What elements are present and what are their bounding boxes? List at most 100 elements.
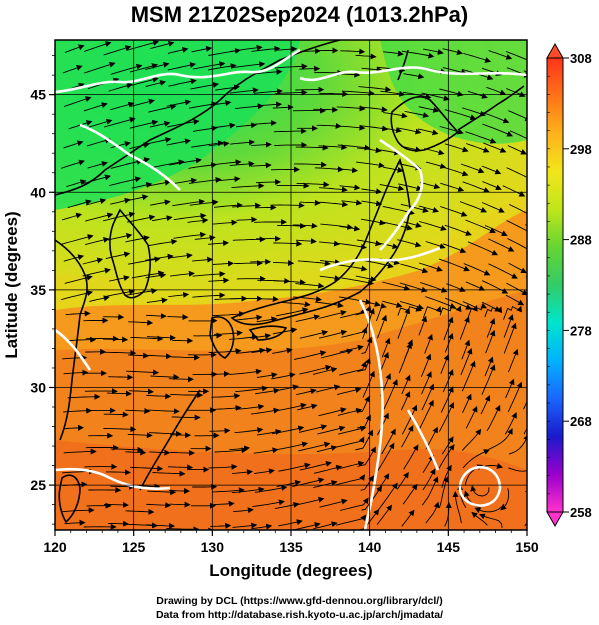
streamline-arrow [292, 522, 321, 530]
streamline-arrow [381, 428, 396, 455]
streamline-arrow [404, 110, 430, 118]
streamline-arrow [63, 369, 89, 376]
streamline-arrow [526, 313, 527, 315]
streamline-arrow [526, 265, 527, 266]
streamline-arrow [252, 499, 285, 508]
streamline-arrow [209, 427, 231, 434]
kuril-coastline [457, 85, 525, 131]
streamline-arrow [315, 301, 344, 309]
streamline-arrow [274, 141, 308, 148]
streamline-arrow [439, 305, 462, 316]
streamline-arrow [85, 198, 107, 206]
streamline-arrow [82, 267, 111, 277]
streamline-arrow [146, 297, 168, 304]
streamline-arrow [296, 388, 317, 396]
streamline-arrow [103, 45, 132, 56]
streamline-arrow [272, 279, 306, 286]
y-tick-label: 45 [30, 87, 46, 103]
streamline-arrow [338, 242, 367, 250]
streamline-arrow [229, 334, 258, 341]
streamline-arrow [488, 263, 518, 279]
streamline-arrow [229, 368, 262, 375]
streamline-arrow [145, 253, 174, 261]
streamline-arrow [488, 50, 513, 60]
streamline-arrow [503, 314, 514, 338]
streamline-arrow [505, 51, 527, 61]
streamline-arrow [294, 161, 327, 168]
colorbar-tick-label: 258 [570, 505, 592, 520]
streamline-arrow [148, 104, 177, 113]
streamline-arrow [130, 98, 155, 107]
streamline-arrow [257, 296, 279, 303]
shikoku-coastline [248, 325, 288, 341]
streamline-arrow [64, 274, 93, 284]
streamline-arrow [528, 131, 546, 140]
streamline-arrow [440, 182, 465, 192]
streamline-arrow [215, 84, 240, 91]
streamline-arrow [357, 357, 371, 372]
streamline-arrow [215, 176, 241, 183]
streamline-arrow [213, 202, 243, 209]
streamline-arrow [422, 306, 442, 319]
streamline-arrow [234, 427, 264, 434]
streamline-arrow [508, 467, 527, 472]
streamline-arrow [235, 385, 268, 393]
streamline-arrow [438, 476, 449, 509]
streamline-arrow [509, 130, 527, 140]
streamline-arrow [462, 393, 472, 413]
streamline-arrow [212, 219, 238, 226]
streamline-arrow [167, 62, 197, 71]
streamline-arrow [297, 260, 331, 267]
streamline-arrow [233, 260, 263, 267]
streamline-arrow [253, 88, 283, 95]
streamline-arrow [63, 407, 93, 414]
streamline-arrow [422, 468, 436, 491]
streamline-arrow [439, 206, 468, 217]
streamline-arrow [67, 393, 101, 400]
streamline-arrow [382, 166, 404, 173]
streamline-arrow [531, 90, 549, 99]
streamline-arrow [125, 408, 151, 415]
colorbar-tick-label: 278 [570, 323, 592, 338]
streamline-arrow [274, 502, 300, 510]
streamline-arrow [482, 181, 502, 191]
streamline-arrow [398, 183, 423, 192]
streamline-arrow [129, 142, 150, 150]
streamline-arrow [341, 327, 368, 338]
streamline-arrow [334, 474, 365, 486]
streamline-arrow [128, 352, 150, 359]
streamline-arrow [273, 128, 307, 135]
streamline-arrow [313, 106, 339, 113]
streamline-arrow [251, 45, 281, 52]
streamline-arrow [486, 318, 496, 338]
streamline-arrow [299, 199, 321, 206]
streamline-arrow [422, 454, 434, 473]
streamline-arrow [210, 522, 232, 529]
streamline-arrow [379, 184, 405, 191]
streamline-arrow [526, 51, 527, 53]
streamline-arrow [418, 205, 439, 213]
streamline-arrow [235, 403, 265, 410]
streamline-arrow [293, 296, 322, 303]
streamline-arrow [478, 513, 503, 528]
streamline-arrow [60, 290, 94, 301]
streamline-arrow [232, 507, 254, 514]
streamline-arrow [253, 68, 283, 75]
streamline-arrow [106, 390, 132, 397]
streamline-arrow [425, 241, 446, 249]
streamline-arrow [460, 347, 473, 376]
streamline-arrow [442, 67, 468, 75]
streamline-arrow [462, 449, 490, 469]
streamline-arrow [130, 465, 164, 472]
streamline-arrow [129, 119, 159, 129]
streamline-arrow [462, 181, 490, 193]
streamline-arrow [358, 395, 370, 413]
streamline-arrow [146, 353, 172, 360]
streamline-arrow [272, 104, 294, 111]
streamline-arrow [62, 65, 83, 74]
streamline-arrow [108, 374, 134, 381]
x-tick-label: 135 [279, 539, 303, 555]
streamline-arrow [212, 159, 242, 166]
streamline-arrow [129, 63, 158, 73]
streamline-arrow [486, 86, 507, 96]
